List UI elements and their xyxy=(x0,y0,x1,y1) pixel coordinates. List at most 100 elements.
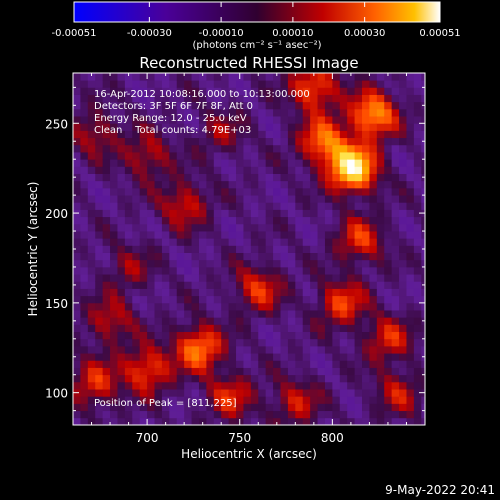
heatmap-cell xyxy=(176,116,185,124)
heatmap-cell xyxy=(324,331,333,340)
heatmap-cell xyxy=(347,353,355,361)
heatmap-cell xyxy=(191,353,200,361)
y-tick-label: 150 xyxy=(45,297,68,311)
heatmap-cell xyxy=(132,417,141,425)
heatmap-cell xyxy=(132,123,141,131)
heatmap-cell xyxy=(191,238,200,246)
heatmap-cell xyxy=(176,202,185,210)
heatmap-cell xyxy=(250,274,259,282)
heatmap-cell xyxy=(280,281,289,289)
heatmap-cell xyxy=(347,324,355,333)
heatmap-cell xyxy=(273,195,281,203)
heatmap-cell xyxy=(80,73,89,81)
heatmap-cell xyxy=(95,152,104,160)
heatmap-cell xyxy=(73,166,81,174)
heatmap-cell xyxy=(421,367,425,376)
heatmap-cell xyxy=(362,73,370,81)
heatmap-cell xyxy=(198,410,207,419)
heatmap-cell xyxy=(139,274,148,282)
heatmap-cell xyxy=(213,238,222,246)
heatmap-cell xyxy=(236,108,244,117)
heatmap-cell xyxy=(362,324,370,333)
heatmap-cell xyxy=(102,152,111,160)
heatmap-cell xyxy=(273,87,281,95)
heatmap-cell xyxy=(132,144,141,153)
heatmap-cell xyxy=(399,73,407,81)
heatmap-cell xyxy=(302,345,311,354)
heatmap-cell xyxy=(154,173,163,182)
heatmap-cell xyxy=(354,223,363,232)
heatmap-cell xyxy=(332,381,341,390)
heatmap-cell xyxy=(117,238,126,246)
heatmap-cell xyxy=(176,180,185,189)
heatmap-cell xyxy=(310,101,318,110)
heatmap-cell xyxy=(413,367,422,376)
heatmap-cell xyxy=(110,216,118,225)
heatmap-cell xyxy=(161,202,170,210)
heatmap-cell xyxy=(176,94,185,103)
heatmap-cell xyxy=(243,331,252,340)
heatmap-cell xyxy=(228,302,237,311)
heatmap-cell xyxy=(124,259,133,268)
heatmap-cell xyxy=(184,101,192,110)
heatmap-cell xyxy=(176,338,185,347)
heatmap-cell xyxy=(280,410,289,419)
heatmap-cell xyxy=(124,374,133,383)
heatmap-cell xyxy=(228,180,237,189)
heatmap-cell xyxy=(362,374,370,383)
heatmap-cell xyxy=(198,80,207,88)
heatmap-cell xyxy=(369,180,378,189)
heatmap-cell xyxy=(406,223,415,232)
heatmap-cell xyxy=(154,310,163,318)
heatmap-cell xyxy=(213,73,222,81)
heatmap-cell xyxy=(132,310,141,318)
heatmap-cell xyxy=(273,374,281,383)
heatmap-cell xyxy=(354,238,363,246)
heatmap-cell xyxy=(332,101,341,110)
heatmap-cell xyxy=(169,310,178,318)
heatmap-cell xyxy=(332,396,341,404)
heatmap-cell xyxy=(399,187,407,196)
info-block: 16-Apr-2012 10:08:16.000 to 10:13:00.000… xyxy=(94,89,310,136)
heatmap-cell xyxy=(184,94,192,103)
heatmap-cell xyxy=(287,374,296,383)
heatmap-cell xyxy=(369,310,378,318)
heatmap-cell xyxy=(295,396,304,404)
heatmap-cell xyxy=(161,252,170,261)
heatmap-cell xyxy=(273,324,281,333)
heatmap-cell xyxy=(198,396,207,404)
heatmap-cell xyxy=(147,144,155,153)
heatmap-cell xyxy=(391,288,400,297)
heatmap-cell xyxy=(413,302,422,311)
heatmap-cell xyxy=(198,353,207,361)
heatmap-cell xyxy=(413,173,422,182)
heatmap-cell xyxy=(132,266,141,275)
heatmap-cell xyxy=(273,252,281,261)
heatmap-cell xyxy=(191,137,200,146)
heatmap-cell xyxy=(87,195,96,203)
heatmap-cell xyxy=(161,245,170,253)
heatmap-cell xyxy=(161,180,170,189)
heatmap-cell xyxy=(347,302,355,311)
heatmap-cell xyxy=(354,166,363,174)
heatmap-cell xyxy=(258,123,267,131)
heatmap-cell xyxy=(139,396,148,404)
heatmap-cell xyxy=(154,396,163,404)
heatmap-cell xyxy=(191,417,200,425)
heatmap-cell xyxy=(80,403,89,412)
heatmap-cell xyxy=(243,144,252,153)
heatmap-cell xyxy=(169,180,178,189)
heatmap-cell xyxy=(161,381,170,390)
heatmap-cell xyxy=(139,195,148,203)
heatmap-cell xyxy=(154,144,163,153)
heatmap-cell xyxy=(147,209,155,218)
heatmap-cell xyxy=(206,202,215,210)
heatmap-cell xyxy=(221,202,230,210)
heatmap-cell xyxy=(117,338,126,347)
heatmap-cell xyxy=(110,173,118,182)
heatmap-cell xyxy=(221,123,230,131)
heatmap-cell xyxy=(198,302,207,311)
heatmap-cell xyxy=(317,209,326,218)
heatmap-cell xyxy=(184,338,192,347)
heatmap-cell xyxy=(243,108,252,117)
